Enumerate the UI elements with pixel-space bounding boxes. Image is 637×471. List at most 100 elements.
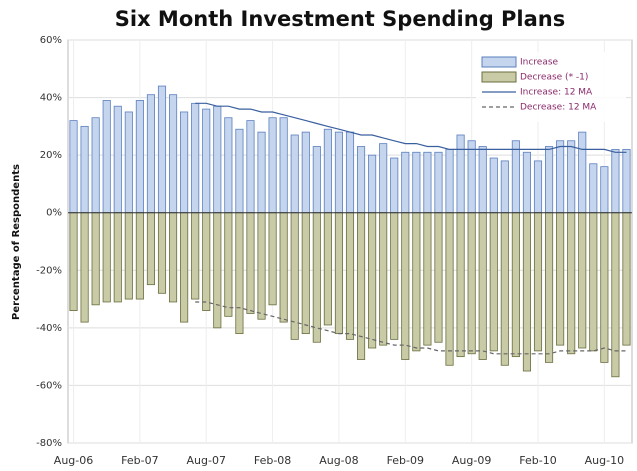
- y-tick-label: 40%: [40, 93, 62, 104]
- bar: [191, 102, 200, 214]
- bar: [511, 140, 520, 214]
- x-tick-label: Feb-09: [387, 454, 424, 467]
- bar: [511, 212, 520, 358]
- bar: [246, 120, 255, 214]
- chart-title: Six Month Investment Spending Plans: [115, 7, 566, 31]
- bar: [434, 212, 443, 343]
- bar: [556, 212, 565, 346]
- bar: [180, 111, 189, 214]
- bar: [157, 85, 167, 214]
- ma-line: [195, 301, 627, 355]
- bar: [357, 146, 366, 214]
- bar: [368, 154, 377, 214]
- bar: [224, 117, 233, 214]
- bar: [533, 212, 543, 352]
- bar: [80, 125, 89, 214]
- y-tick-label: 0%: [46, 208, 62, 219]
- bar: [334, 212, 343, 335]
- bar: [246, 212, 255, 314]
- bar: [290, 134, 299, 214]
- bar: [567, 212, 576, 355]
- bar: [456, 134, 465, 214]
- bar: [323, 212, 332, 326]
- bar: [146, 212, 155, 286]
- bar: [423, 151, 432, 214]
- bar: [445, 148, 454, 214]
- bar: [500, 212, 509, 366]
- bar: [102, 100, 111, 214]
- bar: [456, 212, 465, 358]
- bar: [91, 212, 100, 306]
- bar: [224, 212, 233, 317]
- bar: [135, 100, 144, 214]
- bar: [423, 212, 432, 346]
- y-tick-label: 60%: [40, 35, 62, 46]
- bar: [213, 212, 222, 329]
- x-tick-label: Aug-10: [585, 454, 624, 467]
- bar: [357, 212, 366, 360]
- bar: [412, 151, 421, 214]
- bar: [124, 111, 133, 214]
- bar: [478, 146, 487, 214]
- bar: [135, 212, 144, 300]
- bar: [600, 212, 609, 363]
- bar: [279, 117, 288, 214]
- bar: [390, 212, 399, 340]
- y-axis-label: Percentage of Respondents: [11, 164, 22, 320]
- legend-label: Decrease: 12 MA: [520, 103, 597, 113]
- bar: [290, 212, 299, 340]
- bar: [556, 140, 565, 214]
- bar: [268, 117, 277, 214]
- bar: [578, 131, 587, 214]
- bar: [522, 212, 531, 372]
- bar: [334, 131, 343, 214]
- x-tick-label: Feb-08: [254, 454, 291, 467]
- bar: [268, 212, 277, 306]
- bar: [522, 151, 531, 214]
- bar: [412, 212, 421, 352]
- legend-label: Increase: 12 MA: [520, 88, 593, 98]
- bar: [567, 140, 576, 214]
- bar: [279, 212, 288, 323]
- bar: [312, 212, 321, 343]
- bar: [124, 212, 133, 300]
- y-tick-label: -60%: [36, 380, 62, 391]
- bar: [467, 212, 476, 355]
- bar: [235, 128, 244, 214]
- x-tick-label: Aug-08: [319, 454, 358, 467]
- bar: [146, 94, 155, 214]
- bar: [589, 212, 598, 352]
- bar: [202, 108, 211, 214]
- bar: [191, 212, 200, 300]
- legend-label: Decrease (* -1): [520, 73, 588, 83]
- bar: [622, 148, 631, 214]
- bar: [91, 117, 100, 214]
- bar: [323, 128, 332, 214]
- bar: [180, 212, 189, 323]
- x-tick-label: Feb-10: [519, 454, 556, 467]
- legend-swatch: [481, 71, 517, 83]
- bar: [589, 163, 598, 214]
- x-tick-label: Aug-07: [187, 454, 226, 467]
- x-tick-label: Aug-06: [54, 454, 93, 467]
- bar: [80, 212, 89, 323]
- bar: [401, 151, 410, 214]
- legend-label: Increase: [520, 58, 559, 68]
- y-tick-label: -80%: [36, 438, 62, 449]
- bar: [368, 212, 377, 349]
- bar: [489, 212, 498, 352]
- bar: [235, 212, 244, 335]
- bar: [467, 140, 476, 214]
- bar: [379, 212, 388, 346]
- bar: [113, 212, 122, 303]
- bar: [113, 105, 122, 214]
- bar: [545, 146, 554, 214]
- ma-line: [195, 102, 627, 153]
- bar: [489, 157, 498, 214]
- bar: [611, 212, 620, 378]
- bar: [102, 212, 111, 303]
- bar: [622, 212, 631, 346]
- y-tick-label: -40%: [36, 323, 62, 334]
- bar: [545, 212, 554, 363]
- y-tick-label: -20%: [36, 265, 62, 276]
